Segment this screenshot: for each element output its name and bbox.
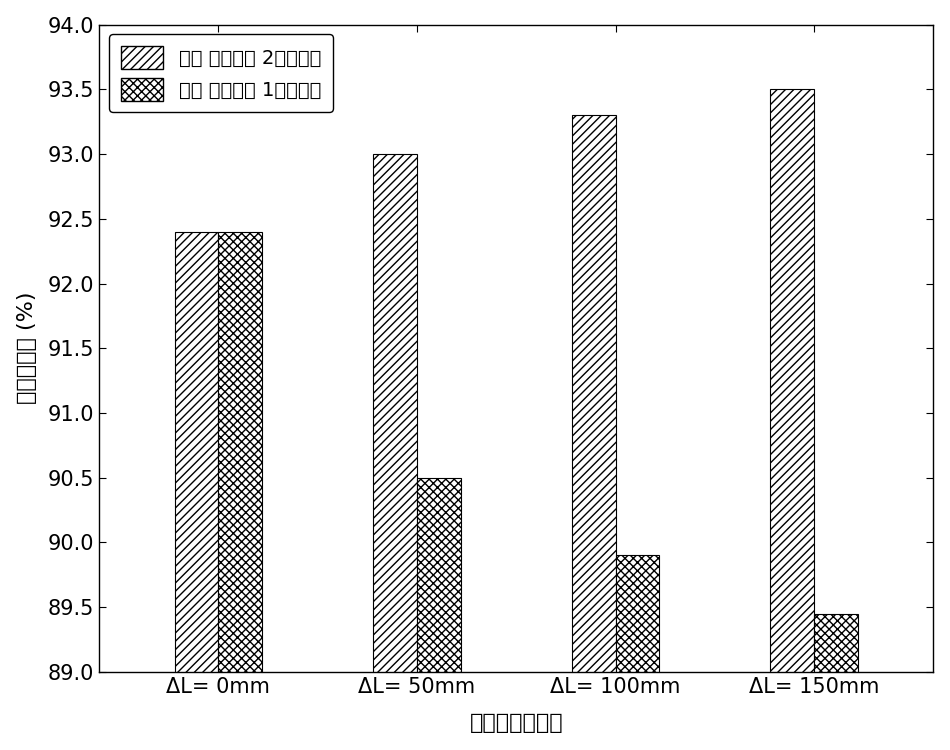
Legend: 低挥 发分煤由 2号管送入, 低挥 发分煤由 1号管送入: 低挥 发分煤由 2号管送入, 低挥 发分煤由 1号管送入	[109, 34, 332, 112]
Y-axis label: 混煤燃尽率 (%): 混煤燃尽率 (%)	[17, 292, 37, 404]
Bar	[373, 154, 417, 750]
Bar	[616, 555, 659, 750]
Bar	[218, 232, 262, 750]
Bar	[417, 478, 461, 750]
Bar	[814, 614, 858, 750]
Bar	[572, 116, 616, 750]
Bar	[770, 89, 814, 750]
X-axis label: 给粉管长度差异: 给粉管长度差异	[469, 713, 563, 734]
Bar	[175, 232, 218, 750]
